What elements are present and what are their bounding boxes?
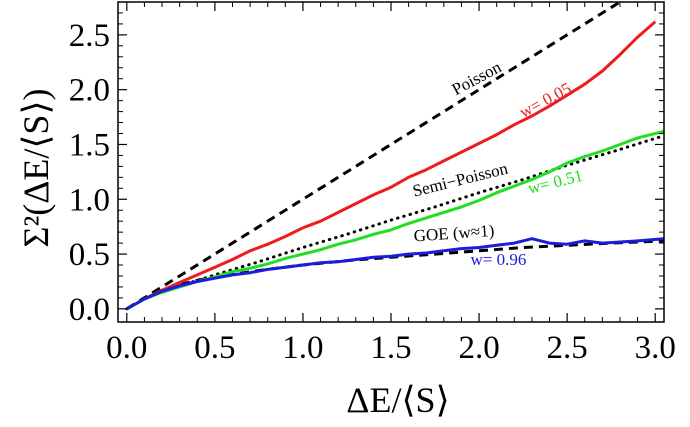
x-tick-label: 2.0 bbox=[458, 330, 499, 366]
x-tick-label: 1.0 bbox=[282, 330, 323, 366]
label-w005: w= 0.05 bbox=[516, 79, 574, 122]
x-tick-label: 3.0 bbox=[635, 330, 676, 366]
y-tick-label: 2.5 bbox=[69, 18, 110, 54]
y-tick-label: 1.0 bbox=[69, 182, 110, 218]
poisson-line bbox=[126, 2, 623, 311]
x-axis-title: ΔE/⟨S⟩ bbox=[346, 380, 449, 420]
y-tick-label: 0.0 bbox=[69, 292, 110, 328]
x-tick-label: 0.0 bbox=[106, 330, 147, 366]
series-layer bbox=[125, 2, 664, 311]
y-axis-title: Σ²(ΔE/⟨S⟩) bbox=[16, 89, 56, 248]
axis-layer: 0.0 0.5 1.0 1.5 2.0 2.5 3.0 0.0 0.5 1.0 1.5 2.0 2.5 bbox=[69, 1, 676, 366]
goe-line bbox=[126, 239, 664, 311]
series-w005 bbox=[126, 20, 657, 311]
y-tick-label: 1.5 bbox=[69, 127, 110, 163]
series-w096 bbox=[126, 237, 664, 311]
y-tick-label: 0.5 bbox=[69, 237, 110, 273]
y-tick-label: 2.0 bbox=[69, 73, 110, 109]
label-w096: w= 0.96 bbox=[470, 250, 526, 269]
semi-poisson-line bbox=[125, 134, 664, 311]
x-tick-label: 0.5 bbox=[194, 330, 235, 366]
series-w051 bbox=[126, 129, 664, 311]
x-tick-label: 1.5 bbox=[370, 330, 411, 366]
label-goe: GOE (w≈1) bbox=[413, 221, 495, 246]
x-tick-label: 2.5 bbox=[547, 330, 588, 366]
